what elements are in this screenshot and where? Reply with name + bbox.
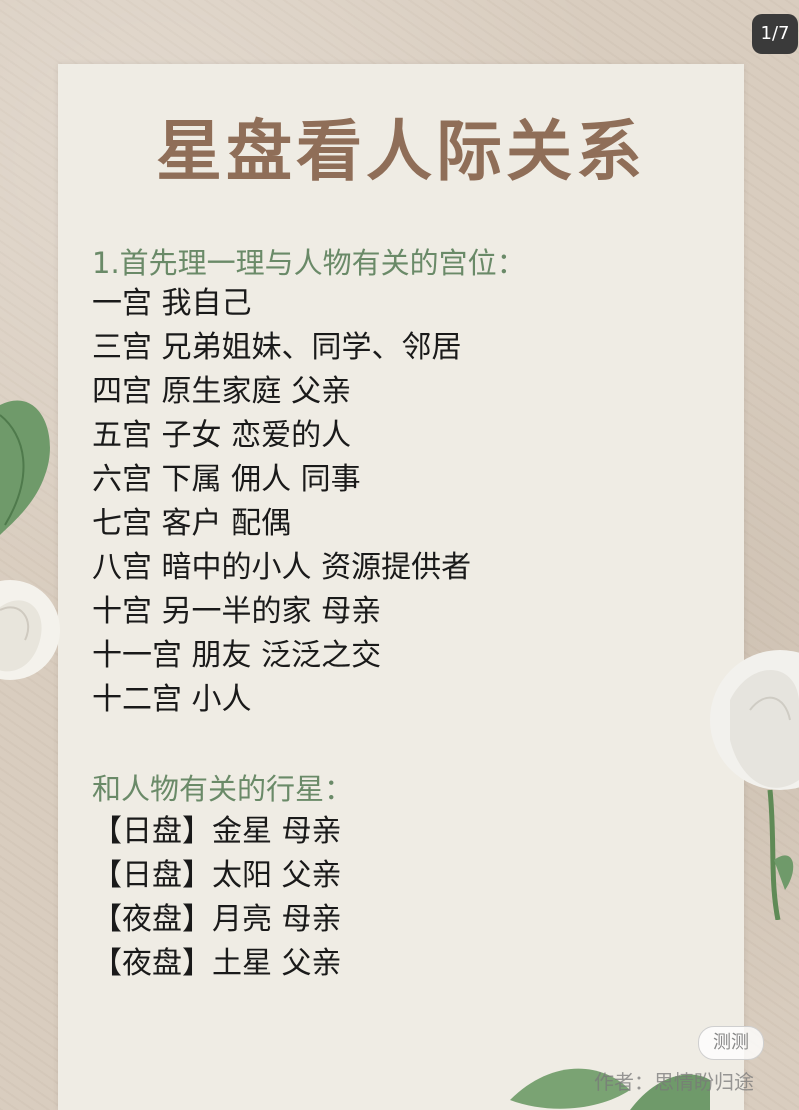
list-item: 八宫 暗中的小人 资源提供者	[92, 550, 472, 585]
list-item: 五宫 子女 恋爱的人	[92, 418, 352, 453]
rose-decoration-left	[0, 580, 60, 680]
list-item: 三宫 兄弟姐妹、同学、邻居	[92, 330, 462, 365]
planets-list: 【日盘】金星 母亲 【日盘】太阳 父亲 【夜盘】月亮 母亲 【夜盘】土星 父亲	[92, 810, 342, 986]
list-item: 【日盘】金星 母亲	[92, 814, 342, 849]
houses-list: 一宫 我自己 三宫 兄弟姐妹、同学、邻居 四宫 原生家庭 父亲 五宫 子女 恋爱…	[92, 282, 471, 722]
note-paper	[58, 64, 744, 1110]
ce-ce-button[interactable]: 测测	[698, 1026, 764, 1060]
list-item: 【日盘】太阳 父亲	[92, 858, 342, 893]
author-watermark: 作者：思情盼归途	[594, 1070, 754, 1094]
list-item: 十一宫 朋友 泛泛之交	[92, 638, 382, 673]
list-item: 六宫 下属 佣人 同事	[92, 462, 361, 497]
list-item: 【夜盘】月亮 母亲	[92, 902, 342, 937]
section-heading-houses: 1.首先理一理与人物有关的宫位：	[92, 246, 526, 280]
section-heading-planets: 和人物有关的行星：	[92, 772, 354, 806]
list-item: 十宫 另一半的家 母亲	[92, 594, 382, 629]
page-title: 星盘看人际关系	[156, 112, 646, 190]
page-counter: 1/7	[752, 14, 798, 54]
list-item: 一宫 我自己	[92, 286, 252, 321]
list-item: 七宫 客户 配偶	[92, 506, 292, 541]
rose-decoration-right	[710, 650, 799, 920]
list-item: 四宫 原生家庭 父亲	[92, 374, 352, 409]
leaf-decoration-bottom	[510, 1068, 710, 1110]
leaf-decoration	[0, 400, 50, 535]
list-item: 【夜盘】土星 父亲	[92, 946, 342, 981]
list-item: 十二宫 小人	[92, 682, 252, 717]
